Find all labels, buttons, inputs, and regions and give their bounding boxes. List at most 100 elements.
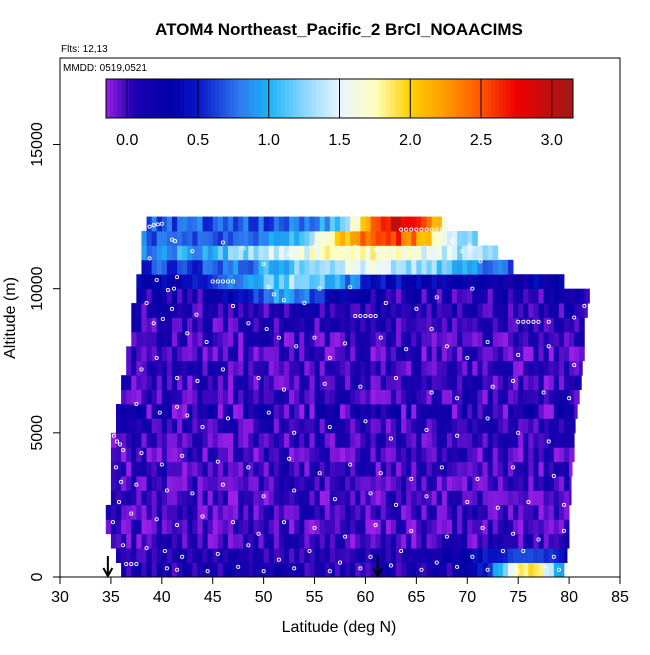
heatmap-cell — [518, 418, 524, 434]
heatmap-cell — [197, 346, 203, 362]
heatmap-cell — [462, 432, 468, 448]
heatmap-cell — [238, 274, 244, 290]
sample-point — [276, 557, 281, 562]
heatmap-cell — [375, 274, 382, 290]
heatmap-cell — [416, 346, 422, 362]
sample-point — [241, 246, 246, 251]
heatmap-cell — [324, 303, 331, 318]
heatmap-cell — [212, 447, 219, 463]
heatmap-cell — [350, 504, 356, 520]
heatmap-cell — [166, 288, 173, 304]
heatmap-cell — [416, 519, 422, 535]
heatmap-cell — [141, 389, 147, 405]
heatmap-cell — [345, 548, 351, 563]
heatmap-cell — [350, 447, 356, 463]
heatmap-cell — [533, 360, 539, 376]
heatmap-cell — [497, 274, 504, 290]
heatmap-cell — [161, 404, 168, 419]
heatmap-cell — [314, 274, 321, 290]
heatmap-cell — [345, 461, 351, 477]
heatmap-cell — [426, 288, 433, 304]
sample-point — [388, 563, 393, 568]
colorbar-swatch — [413, 79, 418, 118]
heatmap-cell — [299, 548, 305, 563]
heatmap-cell — [406, 389, 412, 405]
heatmap-cell — [212, 418, 219, 434]
heatmap-cell — [273, 490, 280, 506]
heatmap-cell — [284, 461, 290, 477]
heatmap-cell — [497, 533, 504, 549]
heatmap-cell — [396, 447, 402, 463]
colorbar-swatch — [261, 79, 267, 118]
heatmap-cell — [284, 418, 290, 434]
heatmap-cell — [146, 548, 153, 563]
heatmap-cell — [146, 317, 153, 333]
heatmap-cell — [197, 476, 203, 491]
heatmap-cell — [319, 231, 326, 246]
heatmap-cell — [166, 519, 173, 535]
heatmap-cell — [548, 476, 555, 491]
colorbar-swatch — [285, 79, 290, 118]
heatmap-cell — [202, 360, 209, 376]
heatmap-cell — [477, 533, 483, 549]
heatmap-cell — [457, 360, 463, 376]
heatmap-cell — [431, 432, 438, 448]
heatmap-cell — [462, 303, 468, 318]
heatmap-cell — [177, 562, 183, 578]
heatmap-cell — [441, 375, 448, 390]
heatmap-cell — [492, 404, 499, 419]
x-axis-label: Latitude (deg N) — [282, 619, 397, 636]
heatmap-cell — [390, 331, 397, 347]
heatmap-cell — [202, 404, 209, 419]
heatmap-cell — [492, 259, 499, 275]
heatmap-cell — [497, 519, 504, 535]
heatmap-cell — [426, 231, 433, 246]
heatmap-cell — [141, 533, 147, 549]
heatmap-cell — [518, 360, 524, 376]
heatmap-cell — [457, 490, 463, 506]
heatmap-cell — [299, 303, 305, 318]
heatmap-cell — [253, 245, 259, 261]
heatmap-cell — [426, 404, 433, 419]
heatmap-cell — [187, 360, 193, 376]
heatmap-cell — [233, 562, 239, 578]
sample-point — [210, 279, 215, 284]
heatmap-cell — [172, 562, 178, 578]
heatmap-cell — [172, 317, 178, 333]
heatmap-cell — [462, 461, 468, 477]
heatmap-cell — [350, 331, 356, 347]
heatmap-cell — [172, 303, 178, 318]
heatmap-cell — [487, 418, 494, 434]
heatmap-cell — [431, 231, 438, 246]
heatmap-cell — [273, 375, 280, 390]
heatmap-cell — [121, 519, 127, 535]
heatmap-cell — [365, 418, 371, 434]
heatmap-cell — [569, 432, 575, 448]
heatmap-cell — [222, 389, 229, 405]
heatmap-cell — [121, 461, 127, 477]
colorbar-swatch — [207, 79, 212, 118]
heatmap-cell — [396, 418, 402, 434]
heatmap-cell — [151, 231, 158, 246]
heatmap-cell — [156, 317, 163, 333]
heatmap-cell — [324, 533, 331, 549]
heatmap-cell — [166, 562, 173, 578]
heatmap-cell — [421, 533, 427, 549]
heatmap-cell — [212, 504, 219, 520]
heatmap-cell — [467, 548, 473, 563]
sample-point — [327, 425, 332, 430]
heatmap-cell — [202, 231, 209, 246]
heatmap-cell — [136, 476, 142, 491]
sample-point — [343, 534, 348, 539]
heatmap-cell — [508, 476, 514, 491]
heatmap-cell — [319, 245, 326, 261]
heatmap-cell — [350, 404, 356, 419]
heatmap-cell — [141, 245, 147, 261]
heatmap-cell — [284, 331, 290, 347]
colorbar-swatch — [230, 79, 235, 118]
heatmap-cell — [518, 562, 524, 578]
heatmap-cell — [421, 216, 427, 232]
heatmap-cell — [558, 519, 565, 535]
heatmap-cell — [340, 476, 346, 491]
heatmap-cell — [457, 231, 463, 246]
